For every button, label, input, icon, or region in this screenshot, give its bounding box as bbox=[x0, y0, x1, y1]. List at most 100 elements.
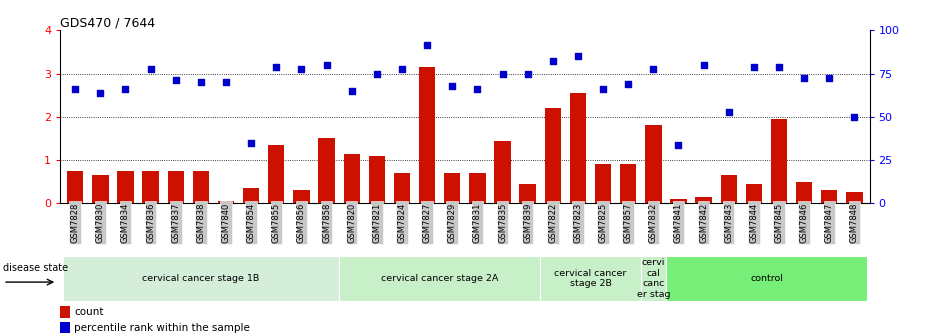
Bar bbox=[343, 154, 360, 203]
Point bbox=[495, 71, 510, 76]
Point bbox=[218, 80, 233, 85]
Text: count: count bbox=[74, 307, 104, 317]
Point bbox=[193, 80, 208, 85]
Bar bbox=[645, 125, 661, 203]
Text: GSM7835: GSM7835 bbox=[498, 203, 507, 243]
Text: GSM7834: GSM7834 bbox=[121, 203, 130, 243]
Bar bbox=[520, 184, 536, 203]
Bar bbox=[846, 193, 863, 203]
Text: GSM7840: GSM7840 bbox=[221, 203, 230, 243]
Bar bbox=[494, 140, 511, 203]
Text: GSM7844: GSM7844 bbox=[749, 203, 758, 243]
Text: cervi
cal
canc
er stag: cervi cal canc er stag bbox=[636, 258, 670, 299]
Bar bbox=[641, 256, 666, 301]
Bar bbox=[545, 108, 561, 203]
Text: GSM7837: GSM7837 bbox=[171, 203, 180, 243]
Text: GSM7824: GSM7824 bbox=[398, 203, 406, 243]
Bar bbox=[142, 171, 159, 203]
Bar bbox=[696, 197, 711, 203]
Point bbox=[118, 86, 133, 91]
Text: control: control bbox=[750, 274, 783, 283]
Bar bbox=[167, 171, 184, 203]
Text: GSM7829: GSM7829 bbox=[448, 203, 457, 243]
Bar bbox=[192, 171, 209, 203]
Text: GSM7832: GSM7832 bbox=[648, 203, 658, 243]
Text: cervical cancer stage 2A: cervical cancer stage 2A bbox=[381, 274, 499, 283]
Bar bbox=[293, 190, 310, 203]
Point bbox=[646, 67, 660, 72]
Bar bbox=[218, 201, 234, 203]
Bar bbox=[721, 175, 737, 203]
Bar bbox=[746, 184, 762, 203]
Point bbox=[269, 64, 284, 70]
Point bbox=[546, 58, 561, 63]
Point bbox=[697, 62, 711, 68]
Text: GSM7822: GSM7822 bbox=[549, 203, 557, 243]
Bar bbox=[469, 173, 486, 203]
Text: percentile rank within the sample: percentile rank within the sample bbox=[74, 323, 250, 333]
Text: GSM7820: GSM7820 bbox=[347, 203, 356, 243]
Point bbox=[445, 84, 460, 89]
Point bbox=[746, 64, 761, 70]
Bar bbox=[63, 256, 339, 301]
Bar bbox=[117, 171, 133, 203]
Text: GSM7821: GSM7821 bbox=[373, 203, 381, 243]
Text: cervical cancer stage 1B: cervical cancer stage 1B bbox=[142, 274, 260, 283]
Text: GSM7857: GSM7857 bbox=[623, 203, 633, 243]
Text: GSM7830: GSM7830 bbox=[96, 203, 105, 243]
Bar bbox=[419, 67, 436, 203]
Text: GSM7825: GSM7825 bbox=[598, 203, 608, 243]
Point bbox=[369, 71, 384, 76]
Point bbox=[722, 110, 736, 115]
Point bbox=[621, 82, 635, 87]
Bar bbox=[60, 322, 70, 333]
Point bbox=[796, 75, 811, 81]
Point bbox=[470, 86, 485, 91]
Text: GSM7858: GSM7858 bbox=[322, 203, 331, 243]
Point bbox=[596, 86, 611, 91]
Text: GSM7839: GSM7839 bbox=[524, 203, 532, 243]
Point bbox=[68, 86, 82, 91]
Text: GSM7831: GSM7831 bbox=[473, 203, 482, 243]
Bar bbox=[540, 256, 641, 301]
Text: GSM7836: GSM7836 bbox=[146, 203, 155, 243]
Bar bbox=[796, 182, 812, 203]
Point bbox=[294, 67, 309, 72]
Text: GSM7846: GSM7846 bbox=[799, 203, 808, 243]
Bar bbox=[67, 171, 83, 203]
Point bbox=[168, 77, 183, 83]
Point bbox=[571, 53, 586, 59]
Point bbox=[847, 114, 862, 120]
Text: GSM7847: GSM7847 bbox=[825, 203, 833, 243]
Text: GSM7848: GSM7848 bbox=[850, 203, 859, 243]
Bar bbox=[666, 256, 867, 301]
Bar bbox=[620, 164, 636, 203]
Bar bbox=[671, 199, 686, 203]
Point bbox=[420, 43, 435, 48]
Text: GSM7854: GSM7854 bbox=[247, 203, 255, 243]
Bar bbox=[771, 119, 787, 203]
Point bbox=[671, 142, 685, 148]
Text: disease state: disease state bbox=[3, 263, 68, 273]
Point bbox=[244, 140, 259, 145]
Text: GSM7843: GSM7843 bbox=[724, 203, 734, 243]
Bar bbox=[318, 138, 335, 203]
Point bbox=[771, 64, 786, 70]
Text: GSM7855: GSM7855 bbox=[272, 203, 281, 243]
Bar bbox=[821, 190, 837, 203]
Bar bbox=[60, 306, 70, 318]
Text: GSM7842: GSM7842 bbox=[699, 203, 709, 243]
Text: GSM7828: GSM7828 bbox=[70, 203, 80, 243]
Bar bbox=[570, 93, 586, 203]
Bar bbox=[369, 156, 385, 203]
Text: cervical cancer
stage 2B: cervical cancer stage 2B bbox=[554, 269, 626, 288]
Point bbox=[92, 90, 107, 96]
Bar bbox=[595, 164, 611, 203]
Point bbox=[344, 88, 359, 93]
Point bbox=[822, 75, 837, 81]
Text: GSM7841: GSM7841 bbox=[674, 203, 683, 243]
Text: GSM7838: GSM7838 bbox=[196, 203, 205, 243]
Text: GSM7845: GSM7845 bbox=[774, 203, 783, 243]
Bar bbox=[339, 256, 540, 301]
Point bbox=[520, 71, 535, 76]
